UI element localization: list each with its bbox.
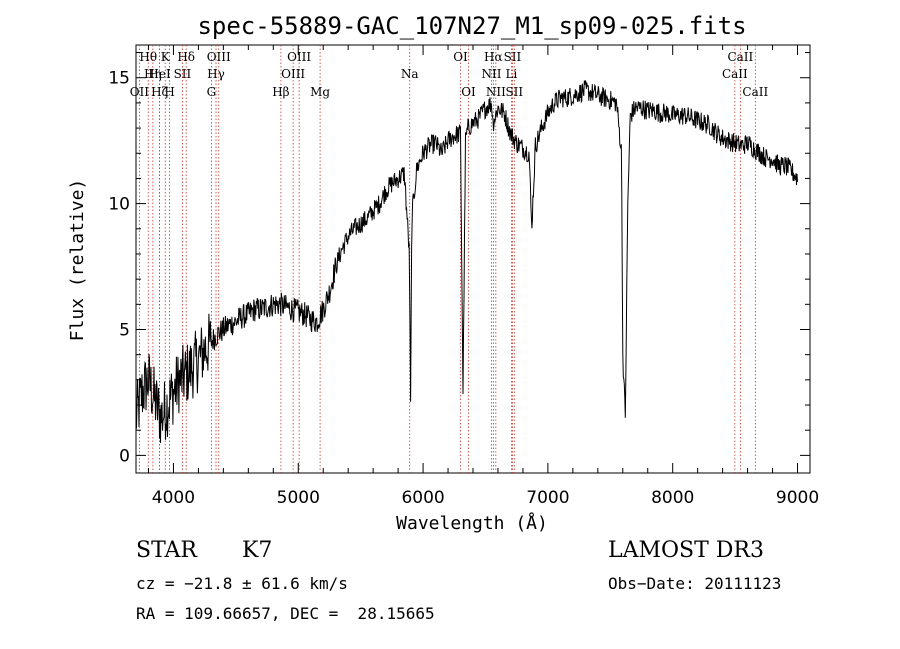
- spectral-line-label: Hζ: [151, 85, 168, 99]
- spectral-line-label: Hη: [144, 67, 162, 81]
- spectral-line-label: NII: [486, 85, 506, 99]
- spectral-line-label: CaII: [742, 85, 768, 99]
- flux-spectrum-line: [135, 79, 798, 443]
- spectral-line-label: Hθ: [139, 50, 157, 64]
- x-axis-label: Wavelength (Å): [396, 512, 548, 534]
- object-subclass: K7: [242, 538, 273, 563]
- axes: 4000 5000 6000 7000 8000 9000 0 5 10 15: [108, 45, 819, 508]
- spectral-line-label: K: [161, 50, 171, 64]
- spectral-line-label: OIII: [207, 50, 231, 64]
- spectral-line-label: CaII: [727, 50, 753, 64]
- x-tick-label: 5000: [277, 488, 320, 508]
- spectral-line-label: Hβ: [272, 85, 289, 99]
- y-tick-label: 0: [119, 446, 130, 466]
- spectral-line-label: HeI: [148, 67, 171, 81]
- x-tick-label: 9000: [776, 488, 819, 508]
- plot-frame: [135, 44, 811, 474]
- object-class: STAR: [136, 538, 197, 563]
- survey-name: LAMOST DR3: [608, 538, 764, 563]
- spectral-line-label: SII: [504, 50, 522, 64]
- x-tick-label: 8000: [651, 488, 694, 508]
- spectral-line-label: Hγ: [207, 67, 225, 81]
- x-tick-label: 6000: [401, 488, 444, 508]
- spectral-line-label: Mg: [310, 85, 330, 99]
- spectral-line-label: Na: [401, 67, 419, 81]
- y-axis-label: Flux (relative): [67, 179, 88, 342]
- spectral-line-label: SII: [505, 85, 523, 99]
- redshift-velocity: cz = −21.8 ± 61.6 km/s: [136, 574, 348, 593]
- x-tick-label: 7000: [526, 488, 569, 508]
- spectral-line-label: CaII: [722, 67, 748, 81]
- sky-coordinates: RA = 109.66657, DEC = 28.15665: [136, 604, 435, 623]
- spectral-line-label: Hα: [484, 50, 503, 64]
- spectral-line-label: NII: [481, 67, 501, 81]
- observation-date: Obs−Date: 20111123: [608, 574, 782, 593]
- spectral-line-label: Li: [506, 67, 518, 81]
- y-tick-label: 5: [119, 320, 130, 340]
- spectral-line-label: OIII: [281, 67, 305, 81]
- spectral-line-label: OI: [461, 85, 476, 99]
- spectral-line-label: OI: [453, 50, 468, 64]
- y-tick-label: 10: [108, 195, 130, 215]
- spectral-line-label: SII: [174, 67, 192, 81]
- chart-title: spec-55889-GAC_107N27_M1_sp09-025.fits: [197, 12, 746, 40]
- spectral-line-label: OII: [130, 85, 150, 99]
- spectral-line-label: OIII: [287, 50, 311, 64]
- x-tick-label: 4000: [152, 488, 195, 508]
- spectral-line-label: H: [164, 85, 174, 99]
- spectral-line-label: G: [207, 85, 217, 99]
- spectral-line-label: Hδ: [177, 50, 195, 64]
- y-tick-label: 15: [108, 69, 130, 89]
